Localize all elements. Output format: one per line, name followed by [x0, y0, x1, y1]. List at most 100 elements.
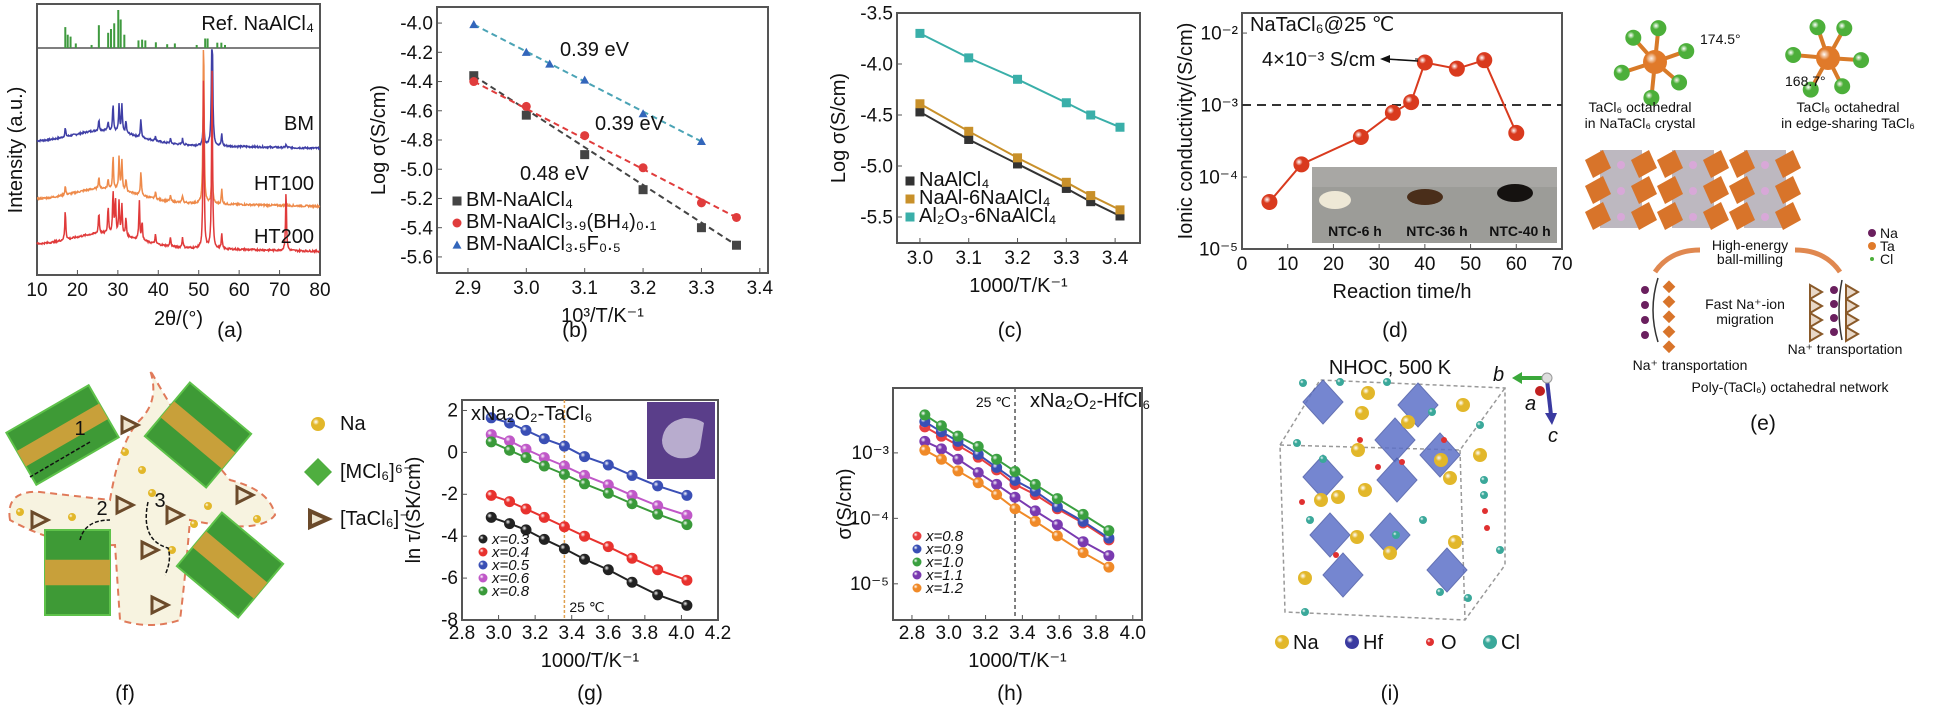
hfcl6-octahedron: [1309, 512, 1351, 558]
na-ion: [1830, 300, 1838, 308]
caption: in edge-sharing TaCl₆: [1781, 115, 1915, 131]
x-tick-label: 3.1: [956, 248, 982, 269]
na-atom: [1351, 443, 1365, 457]
activation-energy-label: 0.39 eV: [560, 39, 630, 61]
path-number: 1: [74, 418, 85, 440]
panel-label: (d): [1382, 319, 1408, 342]
data-point: [1115, 211, 1125, 221]
x-tick-label: 3.3: [1053, 248, 1079, 269]
inset-photo: [647, 402, 715, 479]
mcl6-block: [44, 529, 111, 616]
cl-atom: [1853, 52, 1870, 69]
tacl6-octahedron: [1729, 150, 1755, 178]
data-point: [521, 47, 531, 56]
data-point: [1013, 159, 1023, 169]
tacl6-octahedron: [1631, 202, 1657, 230]
data-point: [602, 541, 614, 553]
series-BM-NaAlCl₃.₉(BH₄)₀.₁: [469, 77, 741, 222]
y-tick-label: -5.2: [400, 189, 433, 210]
series-line: [924, 414, 1110, 532]
x-tick-label: 3.4: [747, 278, 774, 299]
legend-marker: [1426, 638, 1434, 646]
data-point: [538, 533, 550, 545]
legend-marker: [478, 547, 488, 557]
x-tick-label: 2.8: [899, 623, 925, 644]
cl-atom: [1678, 43, 1695, 60]
inset-label: NTC-40 h: [1489, 223, 1550, 239]
series-line: [490, 516, 688, 607]
tacl6-octahedron: [1845, 311, 1860, 329]
tacl6-octahedron: [1809, 325, 1824, 343]
chart-title: NaTaCl₆@25 ℃: [1250, 14, 1394, 36]
legend-marker: [1868, 229, 1876, 237]
migration-label: Fast Na⁺-ion: [1705, 296, 1785, 312]
na-atom: [1617, 161, 1625, 169]
arrow-head: [1380, 55, 1390, 63]
series-x=0.4: [485, 489, 693, 586]
x-tick-label: 3.2: [1004, 248, 1030, 269]
path-arrow-3: [145, 501, 171, 576]
data-point: [1086, 191, 1096, 201]
na-atom: [148, 489, 156, 497]
unit-cell: [1279, 379, 1506, 621]
figure-content: (a) (b) (c) (d)(e)(f) (g) (h) (i)10 20 30 40 50 60 7…: [4, 3, 1915, 705]
axis-c-arrow: [1545, 379, 1553, 416]
legend-label: Na: [340, 413, 366, 435]
legend-label: Ta: [1880, 238, 1895, 254]
cl-atom: [1306, 516, 1314, 524]
y-axis-label: σ(S/cm): [834, 468, 856, 539]
data-point: [681, 574, 693, 586]
panel-label: (i): [1381, 682, 1400, 705]
tacl6-octahedron: [1703, 176, 1729, 204]
x-tick-label: 3.8: [1083, 623, 1109, 644]
data-point: [964, 126, 974, 136]
tacl6-octahedron: [1809, 283, 1824, 301]
tacl6-octahedron: [1775, 202, 1801, 230]
sample-white: [1319, 191, 1351, 209]
y-tick-label: 0: [447, 442, 458, 463]
na-atom: [138, 466, 146, 474]
series-label: HT100: [254, 173, 314, 195]
data-point: [681, 519, 693, 531]
data-point: [558, 440, 570, 452]
process-label: ball-milling: [1717, 251, 1783, 267]
data-point: [638, 109, 648, 118]
panel-label: (f): [115, 682, 135, 705]
na-atom: [1617, 187, 1625, 195]
cl-atom: [1671, 74, 1688, 91]
xrd-pattern-HT100: [36, 49, 321, 210]
cl-atom: [1419, 516, 1427, 524]
y-tick-label: 10⁻⁴: [850, 508, 889, 529]
data-point: [626, 489, 638, 501]
x-tick-label: 70: [269, 280, 290, 301]
data-point: [558, 460, 570, 472]
data-point: [521, 101, 531, 111]
tacl6-octahedron: [1585, 150, 1611, 178]
na-atom: [121, 448, 129, 456]
cl-atom: [1836, 20, 1853, 37]
path-number: 2: [96, 498, 107, 520]
data-point: [1384, 104, 1401, 121]
photo-highlight: [1312, 167, 1557, 187]
cl-atom: [1643, 89, 1660, 106]
y-tick-label: 10⁻³: [1201, 96, 1239, 117]
temperature-label: 25 ℃: [569, 599, 604, 615]
x-tick-label: 40: [1414, 254, 1435, 275]
data-point: [652, 589, 664, 601]
series-line: [924, 420, 1110, 539]
tacl6-octahedron: [1809, 297, 1824, 315]
process-label: High-energy: [1712, 237, 1788, 253]
data-point: [1086, 197, 1096, 207]
data-point: [915, 99, 925, 109]
cl-atom: [1625, 29, 1642, 46]
data-point: [972, 441, 984, 453]
tacl6-octahedron: [1809, 311, 1824, 329]
series-NaAlCl₄: [915, 107, 1125, 221]
data-point: [579, 451, 591, 463]
y-tick-label: -4: [441, 526, 458, 547]
data-point: [469, 20, 479, 29]
mcl6-block: [175, 511, 285, 619]
tacl6-octahedron: [1662, 280, 1676, 294]
na-ion: [1641, 301, 1649, 309]
data-point: [991, 489, 1003, 501]
